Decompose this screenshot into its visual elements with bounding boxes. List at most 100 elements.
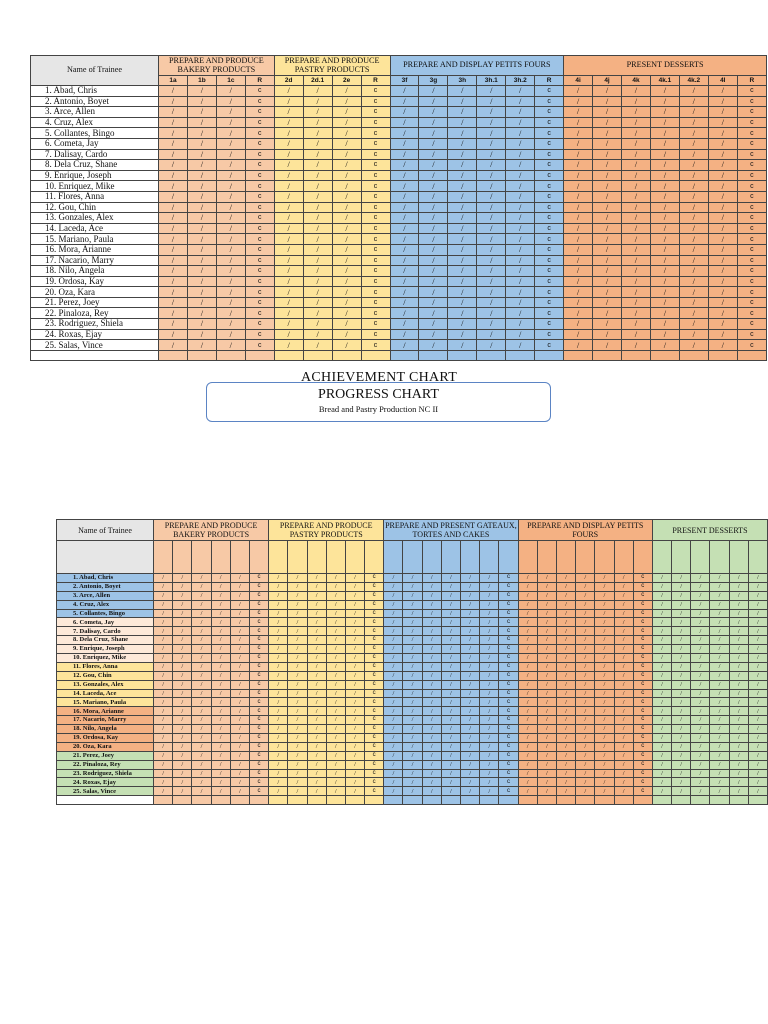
check-cell: / — [678, 201, 709, 214]
check-cell: / — [479, 644, 500, 655]
check-cell: / — [447, 85, 478, 97]
check-cell: / — [383, 635, 404, 646]
check-cell: / — [389, 339, 420, 351]
remark-cell: c — [498, 715, 519, 726]
remark-cell: c — [364, 573, 385, 583]
check-cell: / — [621, 254, 651, 267]
progress-chart-table: Name of Trainee PREPARE AND PRODUCE BAKE… — [30, 55, 768, 362]
trainee-name: 13. Gonzales, Alex — [30, 212, 159, 224]
trainee-row: 14. Laceda, Ace / / / c / / / c / / / / / c / / / / / / c — [30, 222, 768, 235]
check-cell: / — [476, 233, 507, 245]
trainee-row: 10. Enriquez, Mike / / / / / c / / / / / c / / / / / / c / / /… — [56, 653, 768, 663]
check-cell: / — [389, 318, 420, 330]
remark-cell: c — [248, 786, 270, 797]
check-cell: / — [402, 706, 423, 717]
check-cell: / — [447, 148, 478, 161]
check-cell: / — [555, 741, 577, 752]
blank-cell — [498, 795, 519, 806]
remark-cell: c — [360, 212, 391, 224]
check-cell: / — [215, 339, 246, 351]
check-cell: / — [191, 635, 212, 646]
remark-cell: c — [632, 733, 653, 743]
remark-cell: c — [534, 159, 565, 171]
check-cell: / — [172, 644, 193, 655]
achievement-chart-title: ACHIEVEMENT CHART — [301, 370, 458, 385]
progress-chart-title-box: PROGRESS CHART Bread and Pastry Producti… — [206, 382, 551, 422]
remark-cell: c — [534, 95, 565, 108]
trainee-row: 8. Dela Cruz, Shane / / / / / c / / / / / c / / / / / / c / /… — [56, 635, 768, 646]
check-cell: / — [172, 724, 193, 735]
check-cell: / — [563, 233, 594, 245]
check-cell: / — [517, 715, 538, 726]
check-cell: / — [191, 608, 212, 619]
trainee-name: 18. Nilo, Angela — [30, 265, 159, 277]
check-cell: / — [651, 697, 673, 708]
check-cell: / — [709, 626, 730, 637]
check-cell: / — [418, 116, 449, 129]
check-cell: / — [418, 275, 449, 288]
check-cell: / — [447, 307, 478, 320]
check-cell: / — [152, 759, 174, 770]
trainee-name: 1. Abad, Chris — [30, 85, 159, 97]
check-cell: / — [621, 222, 651, 235]
check-cell: / — [479, 733, 500, 743]
check-cell: / — [186, 169, 217, 182]
blank-cell — [447, 349, 478, 362]
check-cell: / — [517, 670, 538, 681]
remark-cell: c — [364, 706, 385, 717]
check-cell: / — [536, 635, 557, 646]
check-cell: / — [651, 590, 673, 601]
check-cell: / — [287, 599, 308, 610]
remark-cell: c — [360, 307, 391, 320]
check-cell: / — [536, 724, 557, 735]
check-cell: / — [563, 339, 594, 351]
check-cell: / — [459, 759, 481, 770]
check-cell: / — [215, 296, 246, 309]
check-cell: / — [575, 733, 596, 743]
check-cell: / — [302, 275, 333, 288]
check-cell: / — [621, 212, 651, 224]
check-cell: / — [325, 635, 346, 646]
remark-cell: c — [498, 706, 519, 717]
trainee-name: 12. Gou, Chin — [30, 201, 159, 214]
check-cell: / — [536, 679, 557, 690]
check-cell: / — [575, 697, 596, 708]
check-cell: / — [229, 688, 250, 699]
blank-cell — [248, 795, 270, 806]
trainee-row: 20. Oza, Kara / / / / / c / / / / / c / / / / / / c / / / / / / c /… — [56, 741, 768, 752]
trainee-row: 13. Gonzales, Alex / / / c / / / c / / / / / c / / / / / / c — [30, 212, 768, 224]
competency-label-cell — [632, 540, 653, 574]
check-cell: / — [229, 581, 250, 592]
remark-cell: c — [534, 212, 565, 224]
remark-cell: c — [534, 339, 565, 351]
check-cell: / — [302, 180, 333, 192]
check-cell: / — [476, 85, 507, 97]
check-cell: / — [479, 706, 500, 717]
remark-cell: c — [244, 328, 275, 341]
blank-cell — [592, 349, 622, 362]
check-cell: / — [594, 573, 615, 583]
check-cell: / — [287, 724, 308, 735]
check-cell: / — [728, 741, 749, 752]
check-cell: / — [158, 222, 188, 235]
check-cell: / — [690, 635, 711, 646]
check-cell: / — [210, 759, 231, 770]
check-cell: / — [158, 243, 188, 256]
remark-cell: c — [244, 169, 275, 182]
check-cell: / — [152, 741, 174, 752]
check-cell: / — [306, 635, 327, 646]
check-cell: / — [709, 581, 730, 592]
check-cell: / — [215, 286, 246, 298]
check-cell: / — [191, 644, 212, 655]
check-cell: / — [229, 626, 250, 637]
trainee-name: 13. Gonzales, Alex — [56, 679, 154, 690]
check-cell: / — [707, 116, 738, 129]
check-cell: / — [344, 688, 366, 699]
check-cell: / — [651, 768, 673, 779]
check-cell: / — [402, 768, 423, 779]
remark-cell: c — [364, 653, 385, 663]
trainee-row: 12. Gou, Chin / / / / / c / / / / / c / / / / / / c / / / / / / c /… — [56, 670, 768, 681]
check-cell: / — [476, 222, 507, 235]
check-cell: / — [421, 617, 442, 628]
check-cell: / — [440, 697, 462, 708]
